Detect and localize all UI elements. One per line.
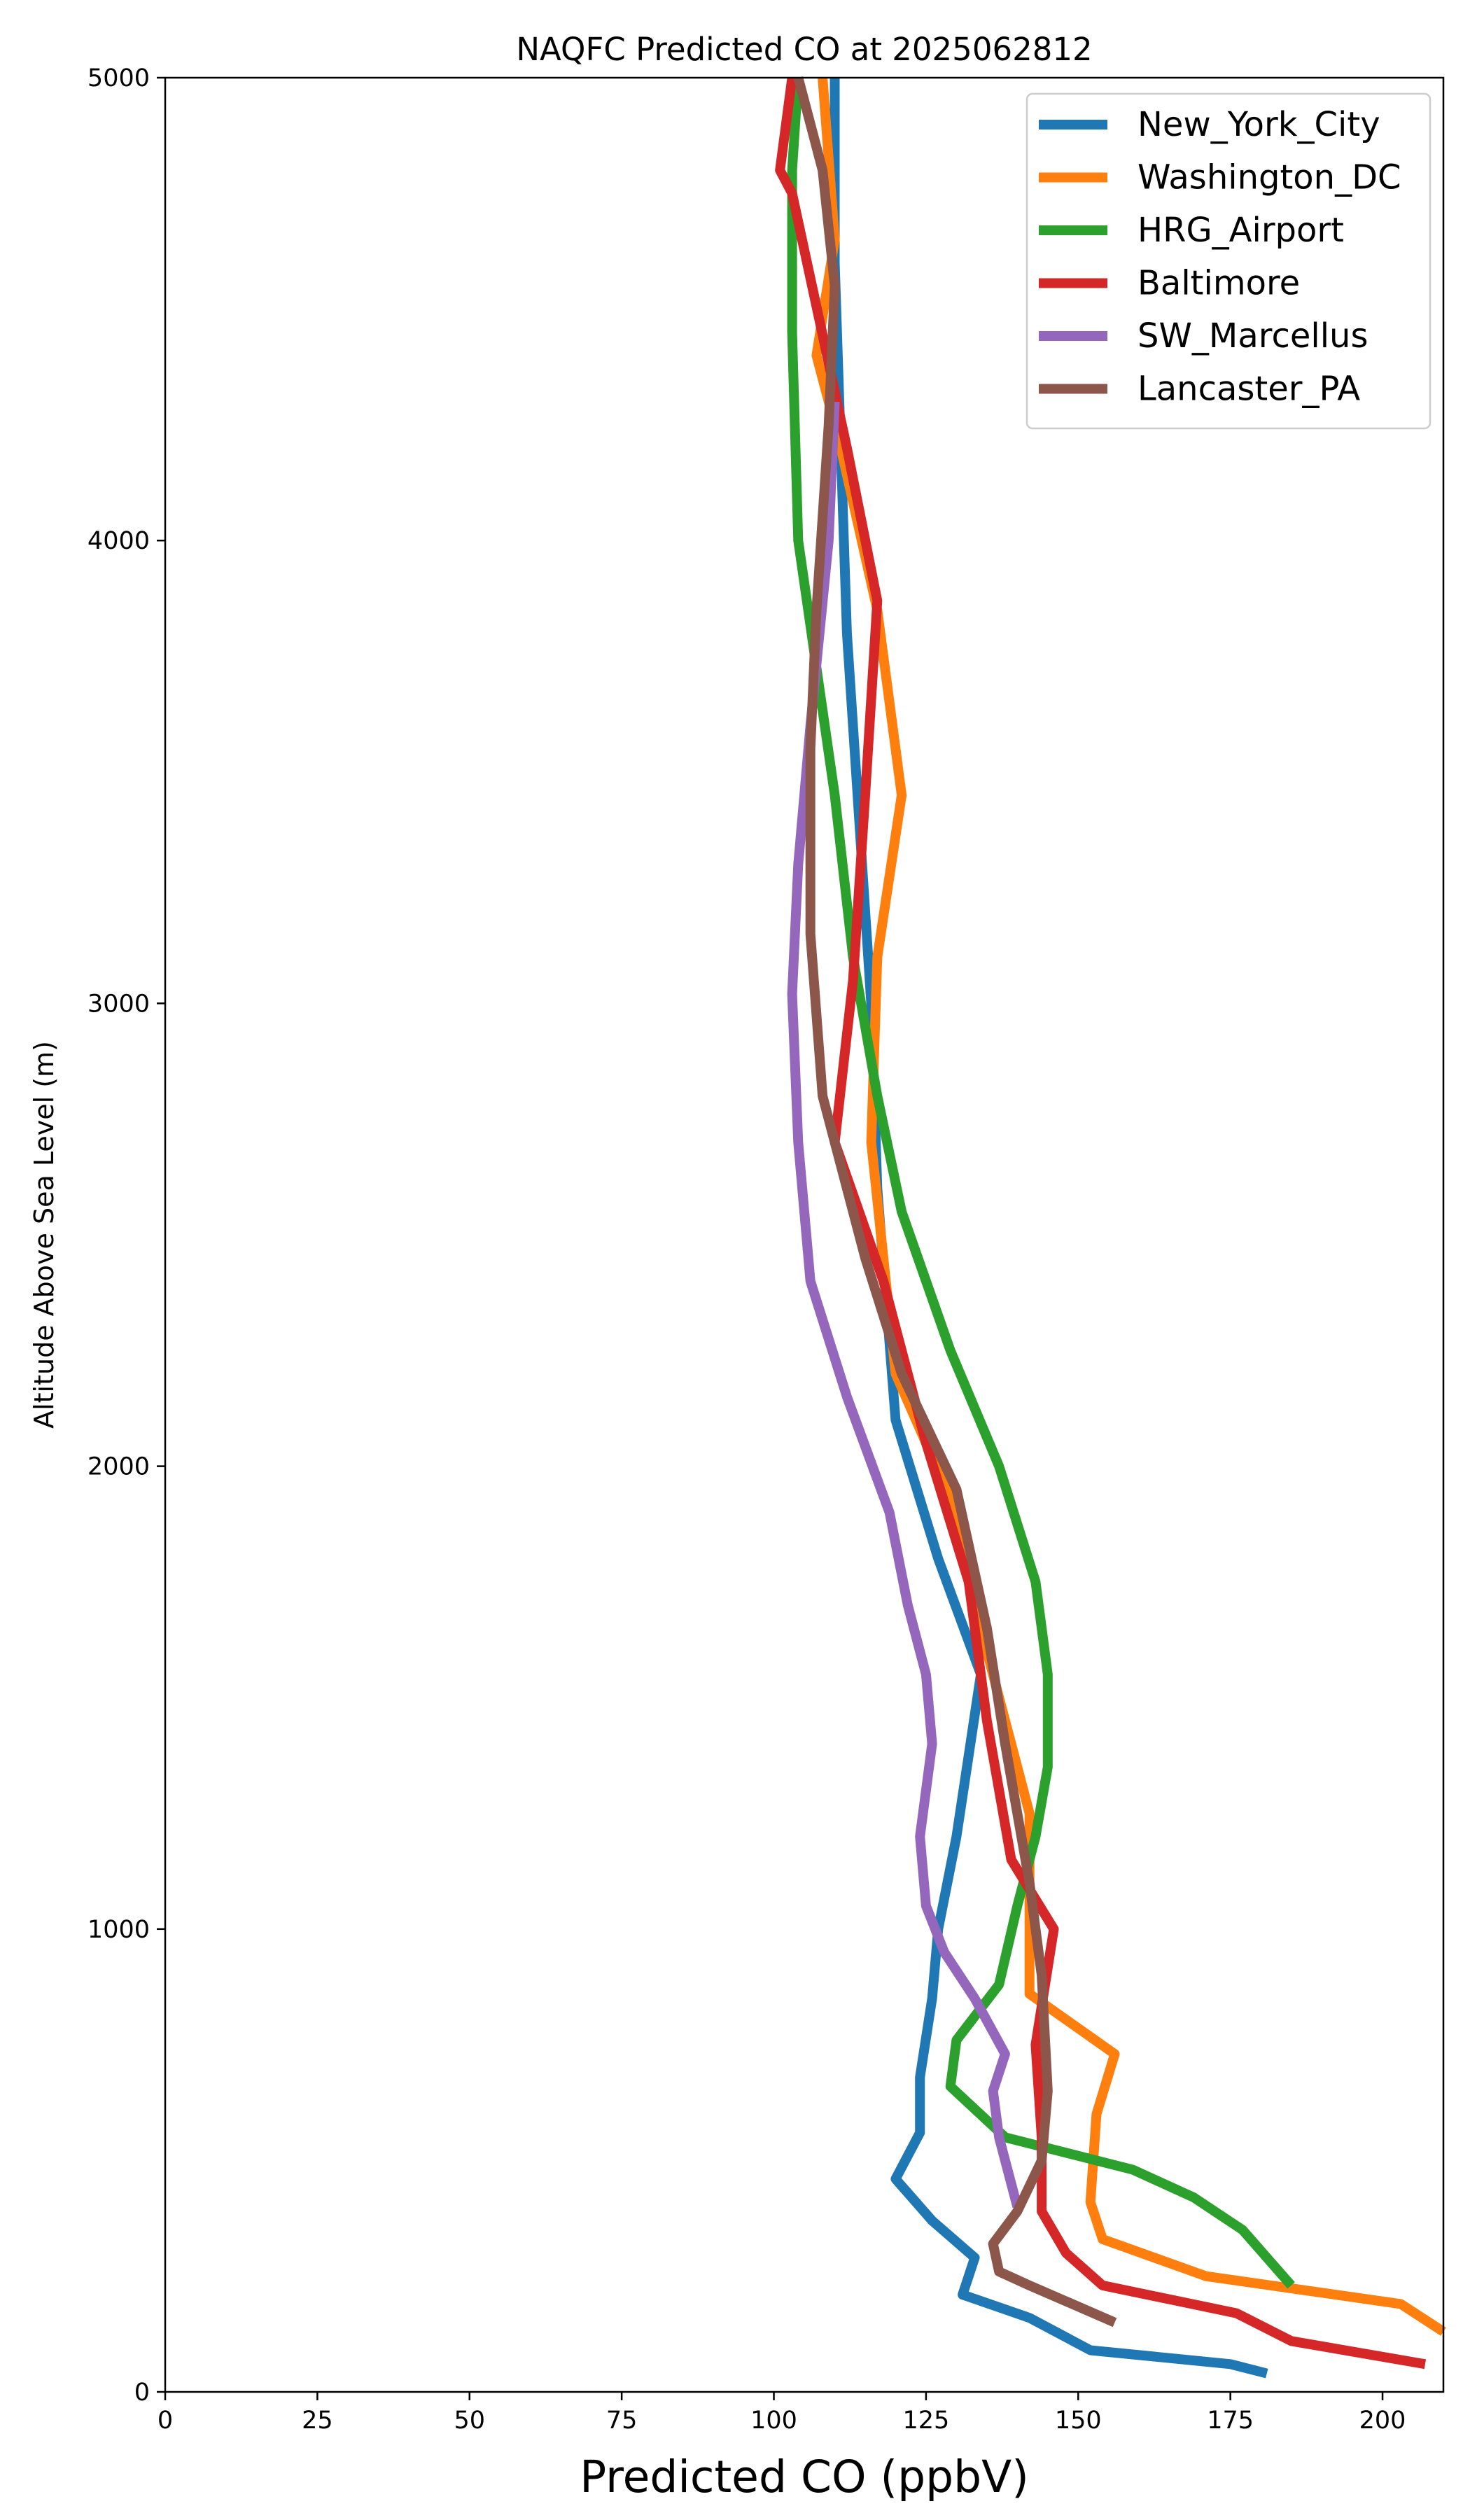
series-line-sw-marcellus bbox=[787, 401, 1023, 2208]
legend-label-lancaster-pa: Lancaster_PA bbox=[1138, 370, 1360, 409]
x-tick-label: 100 bbox=[750, 2407, 797, 2435]
x-tick-label: 75 bbox=[606, 2407, 638, 2435]
y-tick-label: 2000 bbox=[88, 1453, 150, 1481]
x-tick-label: 125 bbox=[902, 2407, 949, 2435]
x-tick-label: 175 bbox=[1207, 2407, 1254, 2435]
y-axis-label: Altitude Above Sea Level (m) bbox=[29, 1041, 59, 1429]
series-line-hrg-airport bbox=[787, 77, 1295, 2289]
legend: New_York_City Washington_DC HRG_Airport Bal… bbox=[1026, 92, 1432, 430]
legend-label-new-york-city: New_York_City bbox=[1138, 105, 1380, 144]
y-tick-label: 5000 bbox=[88, 64, 150, 92]
legend-label-hrg-airport: HRG_Airport bbox=[1138, 211, 1344, 250]
x-tick-label: 150 bbox=[1055, 2407, 1102, 2435]
series-layer bbox=[775, 76, 1446, 2379]
x-axis-label: Predicted CO (ppbV) bbox=[580, 2451, 1029, 2502]
legend-label-washington-dc: Washington_DC bbox=[1138, 158, 1401, 197]
legend-label-sw-marcellus: SW_Marcellus bbox=[1138, 316, 1368, 356]
y-tick-label: 3000 bbox=[88, 990, 150, 1018]
x-tick-label: 0 bbox=[158, 2407, 173, 2435]
series-line-baltimore bbox=[775, 77, 1427, 2370]
y-tick-label: 4000 bbox=[88, 527, 150, 555]
x-tick-label: 25 bbox=[302, 2407, 333, 2435]
axis-layer: 0 25 50 75 100 125 150 175 200010002000300040005… bbox=[88, 64, 1445, 2435]
chart-title: NAQFC Predicted CO at 2025062812 bbox=[516, 31, 1092, 68]
legend-label-baltimore: Baltimore bbox=[1138, 264, 1300, 303]
x-tick-label: 200 bbox=[1359, 2407, 1406, 2435]
legend-box bbox=[1026, 92, 1432, 430]
y-tick-label: 0 bbox=[134, 2379, 150, 2407]
y-tick-label: 1000 bbox=[88, 1916, 150, 1944]
series-line-lancaster-pa bbox=[793, 76, 1117, 2328]
x-tick-label: 50 bbox=[454, 2407, 485, 2435]
axes-frame bbox=[164, 76, 1445, 2393]
